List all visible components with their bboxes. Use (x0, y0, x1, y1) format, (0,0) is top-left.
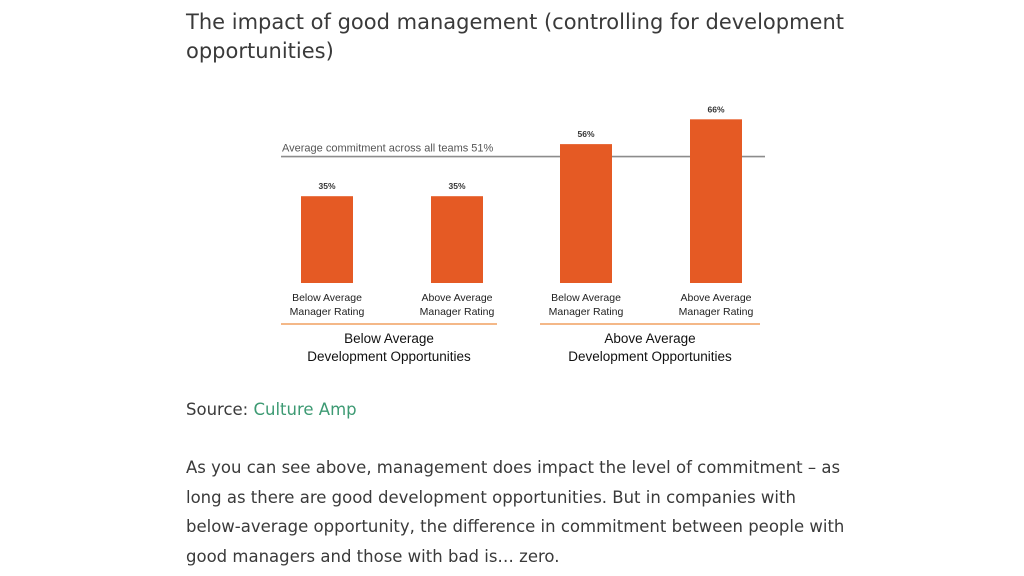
reference-layer: Average commitment across all teams 51% (281, 143, 765, 158)
data-label-4: 66% (707, 104, 724, 114)
average-reference-label: Average commitment across all teams 51% (282, 143, 494, 155)
source-line: Source: Culture Amp (186, 398, 357, 422)
group-label-2-line-1: Above Average (604, 331, 695, 346)
group-label-2-line-2: Development Opportunities (568, 349, 732, 364)
bar-chart: Average commitment across all teams 51% … (281, 104, 765, 364)
source-label: Source: (186, 400, 249, 419)
source-link[interactable]: Culture Amp (253, 400, 357, 419)
category-label-3-line-2: Manager Rating (549, 306, 624, 318)
bars-layer (301, 119, 742, 283)
labels-layer: 35% Below Average Manager Rating 35% Above A… (281, 104, 760, 364)
category-label-1-line-1: Below Average (292, 292, 362, 304)
category-label-1-line-2: Manager Rating (290, 306, 365, 318)
page-title: The impact of good management (controlli… (186, 10, 845, 63)
bar-3 (560, 144, 612, 283)
category-label-2-line-2: Manager Rating (420, 306, 495, 318)
bar-4 (690, 119, 742, 283)
data-label-3: 56% (577, 129, 594, 139)
category-label-4-line-2: Manager Rating (679, 306, 754, 318)
data-label-2: 35% (448, 181, 465, 191)
body-paragraph: As you can see above, management does im… (186, 458, 845, 566)
bar-1 (301, 196, 353, 283)
category-label-4-line-1: Above Average (680, 292, 751, 304)
data-label-1: 35% (318, 181, 335, 191)
group-label-1-line-2: Development Opportunities (307, 349, 471, 364)
group-label-1-line-1: Below Average (344, 331, 434, 346)
category-label-3-line-1: Below Average (551, 292, 621, 304)
category-label-2-line-1: Above Average (421, 292, 492, 304)
bar-2 (431, 196, 483, 283)
